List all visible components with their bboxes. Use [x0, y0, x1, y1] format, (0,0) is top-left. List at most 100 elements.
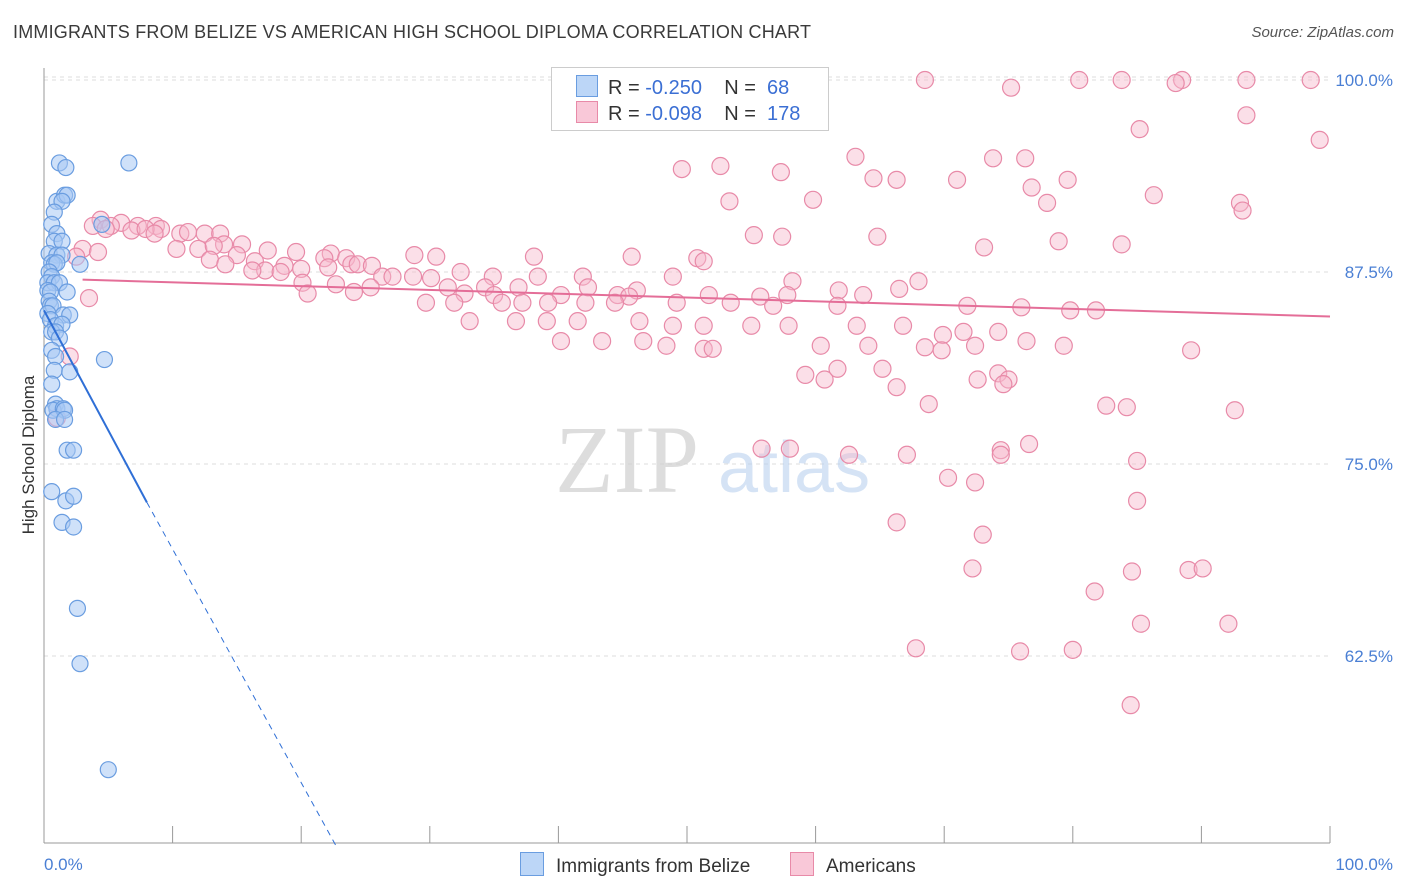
americans-point [460, 312, 479, 331]
americans-point [873, 359, 892, 378]
americans-point [947, 170, 967, 189]
legend-row-belize: R = -0.250 N = 68 [576, 75, 789, 101]
americans-point [847, 316, 866, 335]
americans-point [1182, 341, 1201, 360]
americans-point [1237, 106, 1256, 125]
americans-point [204, 236, 223, 255]
belize-point [58, 283, 76, 301]
bottom-legend-label-belize: Immigrants from Belize [556, 856, 751, 877]
americans-point [455, 284, 474, 303]
legend-swatch-americans [576, 101, 598, 123]
axes [43, 68, 1331, 844]
bottom-legend-swatch-americans [790, 852, 814, 876]
americans-point [829, 281, 848, 300]
americans-point [145, 224, 164, 243]
americans-point [513, 293, 532, 312]
americans-point [622, 247, 641, 266]
americans-point [1144, 186, 1163, 205]
x-tick-label: 0.0% [44, 855, 83, 874]
americans-point [88, 242, 108, 262]
americans-points [47, 70, 1329, 715]
americans-point [1017, 332, 1036, 351]
americans-point [663, 267, 682, 286]
legend-r-label: R = [608, 77, 640, 99]
legend-r-belize: -0.250 [645, 77, 702, 99]
x-tick-label: 100.0% [1335, 855, 1393, 874]
americans-point [403, 267, 423, 286]
belize-point [55, 410, 74, 429]
belize-point [99, 761, 117, 779]
americans-point [938, 468, 958, 487]
americans-point [711, 156, 730, 176]
americans-point [915, 70, 935, 90]
americans-point [1097, 396, 1116, 415]
americans-point [1225, 401, 1244, 420]
belize-point [120, 154, 138, 172]
americans-point [965, 336, 985, 355]
americans-point [578, 278, 598, 297]
americans-point [445, 293, 464, 312]
chart-source: Source: ZipAtlas.com [1251, 24, 1394, 41]
americans-point [890, 279, 909, 298]
americans-point [232, 235, 252, 254]
americans-point [576, 293, 595, 312]
americans-point [657, 336, 676, 355]
americans-point [828, 296, 847, 315]
y-axis-label: High School Diploma [19, 375, 38, 534]
belize-point [95, 350, 114, 369]
americans-point [451, 262, 470, 282]
americans-point [783, 272, 802, 291]
americans-point [373, 267, 392, 286]
americans-point [965, 473, 985, 492]
americans-point [344, 282, 364, 302]
legend-swatch-belize [576, 75, 598, 97]
belize-point [45, 361, 63, 379]
belize-point [71, 655, 89, 673]
americans-point [416, 293, 436, 312]
americans-point [752, 439, 771, 458]
americans-point [319, 258, 338, 277]
legend-row-americans: R = -0.098 N = 178 [576, 101, 800, 127]
americans-point [954, 322, 973, 342]
americans-point [405, 246, 424, 265]
bottom-legend-belize: Immigrants from Belize [520, 852, 750, 878]
y-tick-label: 75.0% [1345, 455, 1393, 474]
americans-point [1085, 582, 1104, 601]
americans-point [974, 238, 994, 257]
americans-point [720, 192, 739, 211]
americans-point [171, 224, 190, 243]
americans-point [764, 296, 783, 315]
belize-point [93, 215, 111, 233]
americans-point [839, 445, 859, 464]
legend-n-americans: 178 [767, 103, 801, 125]
americans-point [286, 242, 306, 262]
bottom-legend-label-americans: Americans [826, 856, 916, 877]
americans-point [167, 239, 186, 259]
belize-point [61, 363, 79, 381]
americans-point [803, 190, 823, 209]
americans-point [1016, 149, 1035, 168]
belize-point [43, 375, 61, 393]
americans-point [568, 312, 587, 331]
americans-point [815, 370, 834, 389]
americans-point [663, 316, 682, 335]
belize-trend-line [43, 309, 148, 503]
americans-point [292, 259, 311, 279]
y-tick-label: 62.5% [1345, 647, 1393, 666]
americans-point [258, 241, 277, 260]
belize-points [39, 154, 138, 779]
americans-point [438, 278, 457, 297]
y-tick-label: 87.5% [1345, 263, 1393, 282]
americans-point [906, 639, 926, 658]
americans-point [744, 226, 763, 245]
americans-point [909, 272, 928, 291]
americans-point [1122, 562, 1142, 581]
americans-point [1058, 170, 1077, 189]
belize-trend-extension [146, 502, 338, 849]
americans-point [1001, 78, 1021, 97]
watermark: ZIP atlas [555, 406, 870, 513]
bottom-legend-swatch-belize [520, 852, 544, 876]
americans-point [506, 312, 526, 331]
belize-point [64, 441, 83, 459]
